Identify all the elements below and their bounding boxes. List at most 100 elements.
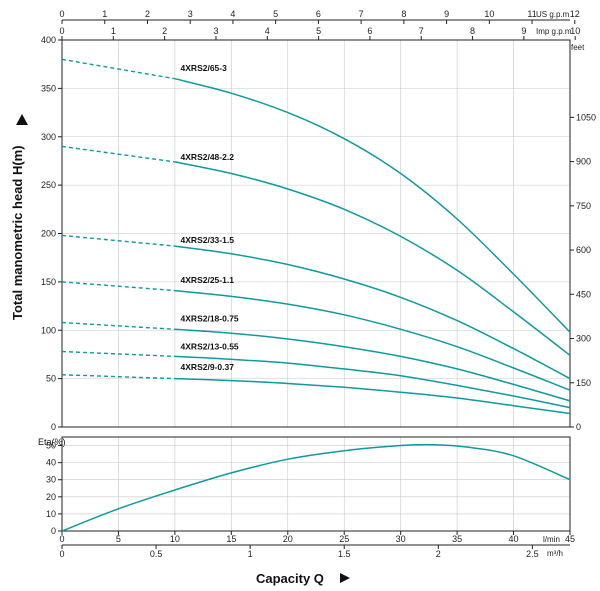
head-curves xyxy=(61,58,571,415)
lmin-tick-label: 25 xyxy=(339,534,349,544)
pump-curve-dashed xyxy=(61,234,175,247)
eta-tick-label: 20 xyxy=(46,492,56,502)
pump-curve xyxy=(174,161,571,356)
feet-axis: 0 150 300 450 600 750 900 1050 xyxy=(570,112,596,432)
m3h-tick-label: 0.5 xyxy=(150,549,163,559)
feet-tick-label: 900 xyxy=(576,157,591,167)
impgpm-axis: 0 1 2 3 4 5 6 7 8 9 10 xyxy=(59,26,580,40)
lmin-tick-label: 5 xyxy=(116,534,121,544)
impgpm-tick-label: 6 xyxy=(367,26,372,36)
y-tick-label: 50 xyxy=(46,374,56,384)
eta-tick-label: 30 xyxy=(46,475,56,485)
pump-curve xyxy=(174,289,571,391)
impgpm-tick-label: 1 xyxy=(111,26,116,36)
pump-curve xyxy=(174,355,571,409)
lmin-tick-label: 10 xyxy=(170,534,180,544)
usgpm-tick-label: 1 xyxy=(102,9,107,19)
lmin-tick-label: 20 xyxy=(283,534,293,544)
impgpm-tick-label: 0 xyxy=(59,26,64,36)
impgpm-tick-label: 2 xyxy=(162,26,167,36)
m3h-tick-label: 2.5 xyxy=(526,549,539,559)
bottom-axes: 0 5 10 15 20 25 30 35 40 45 l/min 0 0.5 1 1.5 2 2.5 m³… xyxy=(59,531,575,586)
lmin-tick-label: 30 xyxy=(396,534,406,544)
lmin-tick-label: 35 xyxy=(452,534,462,544)
feet-tick-label: 300 xyxy=(576,334,591,344)
head-axis-title: Total manometric head H(m) xyxy=(10,145,25,320)
eta-tick-label: 10 xyxy=(46,509,56,519)
usgpm-tick-label: 5 xyxy=(273,9,278,19)
eta-plot-frame xyxy=(61,436,571,532)
m3h-tick-label: 2 xyxy=(436,549,441,559)
y-tick-label: 200 xyxy=(41,229,56,239)
y-tick-label: 250 xyxy=(41,180,56,190)
m3h-tick-label: 1 xyxy=(248,549,253,559)
eta-y-axis: 0 10 20 30 40 50 xyxy=(46,441,62,536)
pump-curve-label: 4XRS2/48-2.2 xyxy=(181,152,235,162)
pump-curve-dashed xyxy=(61,321,175,330)
usgpm-tick-label: 12 xyxy=(570,9,580,19)
capacity-axis-arrow-icon xyxy=(340,573,350,583)
impgpm-unit-label: Imp g.p.m xyxy=(536,27,572,36)
head-axis-arrow-icon xyxy=(16,114,28,125)
head-curve-labels: 4XRS2/65-3 4XRS2/48-2.2 4XRS2/33-1.5 4XRS2/… xyxy=(181,63,239,372)
usgpm-tick-label: 7 xyxy=(359,9,364,19)
m3h-tick-label: 1.5 xyxy=(338,549,351,559)
impgpm-tick-label: 7 xyxy=(419,26,424,36)
pump-curve xyxy=(174,245,571,380)
usgpm-tick-label: 0 xyxy=(59,9,64,19)
head-y-axis: 0 50 100 150 200 250 300 350 400 xyxy=(41,35,62,432)
eta-grid xyxy=(62,437,570,531)
feet-tick-label: 1050 xyxy=(576,112,596,122)
pump-curve xyxy=(174,77,571,333)
lmin-unit-label: l/min xyxy=(543,535,560,544)
lmin-tick-label: 40 xyxy=(509,534,519,544)
feet-tick-label: 750 xyxy=(576,201,591,211)
pump-curve-label: 4XRS2/13-0.55 xyxy=(181,342,239,352)
feet-tick-label: 150 xyxy=(576,378,591,388)
usgpm-tick-label: 6 xyxy=(316,9,321,19)
m3h-tick-label: 0 xyxy=(59,549,64,559)
y-tick-label: 0 xyxy=(51,422,56,432)
y-tick-label: 350 xyxy=(41,83,56,93)
impgpm-tick-label: 10 xyxy=(570,26,580,36)
usgpm-tick-label: 4 xyxy=(230,9,235,19)
pump-curve-dashed xyxy=(61,281,175,292)
y-tick-label: 300 xyxy=(41,132,56,142)
y-tick-label: 150 xyxy=(41,277,56,287)
usgpm-tick-label: 11 xyxy=(527,9,536,19)
top-axes: 0 1 2 3 4 5 6 7 8 9 10 11 12 US g.p.m 0 1 2 3 4 5 6 7 8 9 10 I… xyxy=(59,9,580,40)
usgpm-axis: 0 1 2 3 4 5 6 7 8 9 10 11 12 xyxy=(59,9,580,24)
head-chart: 0 50 100 150 200 250 300 350 400 0 150 300 450 600 75… xyxy=(10,35,596,432)
eta-curve xyxy=(61,443,571,532)
eta-tick-label: 0 xyxy=(51,526,56,536)
impgpm-tick-label: 9 xyxy=(521,26,526,36)
feet-tick-label: 0 xyxy=(576,422,581,432)
eta-tick-label: 40 xyxy=(46,458,56,468)
pump-curve xyxy=(174,328,571,402)
lmin-axis: 0 5 10 15 20 25 30 35 40 45 xyxy=(59,531,575,544)
pump-curve-label: 4XRS2/65-3 xyxy=(181,63,228,73)
usgpm-tick-label: 8 xyxy=(401,9,406,19)
usgpm-tick-label: 9 xyxy=(444,9,449,19)
feet-tick-label: 600 xyxy=(576,245,591,255)
impgpm-tick-label: 5 xyxy=(316,26,321,36)
pump-curve-label: 4XRS2/9-0.37 xyxy=(181,362,235,372)
eta-tick-label: 50 xyxy=(46,441,56,451)
lmin-tick-label: 45 xyxy=(565,534,575,544)
m3h-unit-label: m³/h xyxy=(547,549,563,558)
lmin-tick-label: 15 xyxy=(226,534,236,544)
pump-curve-label: 4XRS2/25-1.1 xyxy=(181,275,235,285)
pump-curve-dashed xyxy=(61,374,175,380)
usgpm-tick-label: 2 xyxy=(145,9,150,19)
capacity-axis-title: Capacity Q xyxy=(256,571,324,586)
impgpm-tick-label: 4 xyxy=(265,26,270,36)
impgpm-tick-label: 3 xyxy=(213,26,218,36)
pump-curve-dashed xyxy=(61,350,175,358)
lmin-tick-label: 0 xyxy=(59,534,64,544)
pump-curve-dashed xyxy=(61,145,175,163)
head-grid xyxy=(62,40,570,427)
usgpm-tick-label: 3 xyxy=(188,9,193,19)
impgpm-tick-label: 8 xyxy=(470,26,475,36)
pump-curve-label: 4XRS2/33-1.5 xyxy=(181,235,235,245)
